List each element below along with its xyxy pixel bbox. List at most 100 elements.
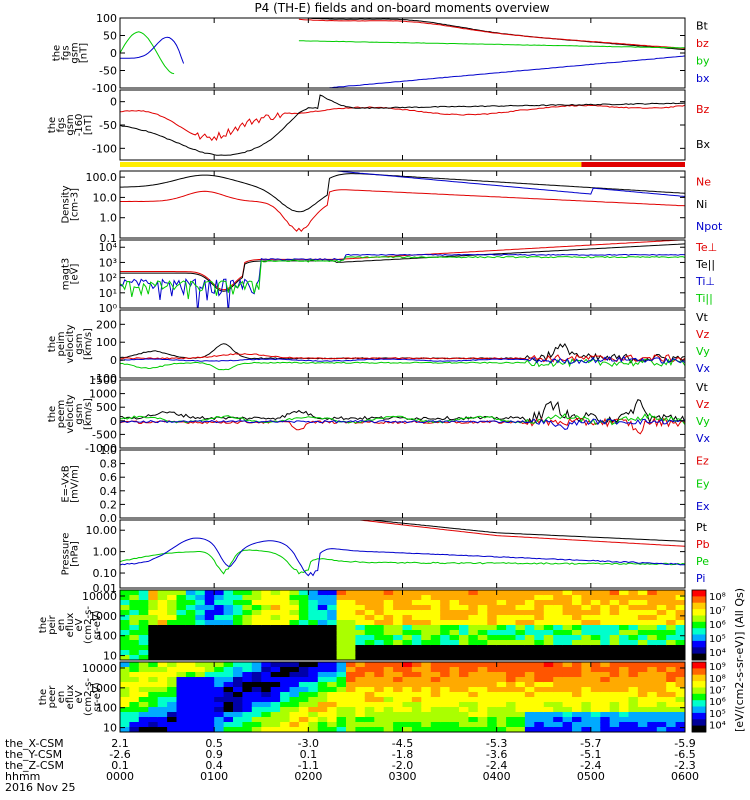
spectrogram-cell bbox=[148, 702, 159, 708]
spectrogram-cell bbox=[656, 662, 667, 668]
plot-area-5 bbox=[120, 342, 685, 371]
spectrogram-cell bbox=[440, 687, 451, 693]
spectrogram-cell bbox=[487, 620, 498, 626]
spectrogram-cell bbox=[148, 640, 159, 646]
spectrogram-cell bbox=[637, 702, 648, 708]
y-axis-label-line: gsm bbox=[65, 114, 76, 135]
series-line-Bx bbox=[120, 94, 685, 156]
x-axis-value: -4.5 bbox=[392, 737, 413, 750]
spectrogram-cell bbox=[289, 650, 300, 656]
spectrogram-cell bbox=[129, 722, 140, 728]
spectrogram-cell bbox=[666, 712, 677, 718]
spectrogram-cell bbox=[223, 677, 234, 683]
spectrogram-cell bbox=[637, 667, 648, 673]
spectrogram-cell bbox=[374, 692, 385, 698]
x-axis-value: -2.0 bbox=[392, 759, 413, 772]
spectrogram-cell bbox=[251, 712, 262, 718]
spectrogram-cell bbox=[477, 702, 488, 708]
legend-label: Pi bbox=[696, 572, 705, 585]
spectrogram-cell bbox=[637, 717, 648, 723]
y-tick-label: 500 bbox=[96, 401, 117, 414]
spectrogram-cell bbox=[440, 640, 451, 646]
spectrogram-cell bbox=[289, 697, 300, 703]
spectrogram-cell bbox=[195, 590, 206, 596]
spectrogram-cell bbox=[195, 645, 206, 651]
spectrogram-cell bbox=[534, 677, 545, 683]
spectrogram-cell bbox=[619, 605, 630, 611]
spectrogram-cell bbox=[289, 727, 300, 732]
spectrogram-cell bbox=[666, 672, 677, 678]
spectrogram-cell bbox=[120, 650, 130, 656]
spectrogram-cell bbox=[270, 672, 281, 678]
spectrogram-cell bbox=[289, 662, 300, 668]
spectrogram-cell bbox=[167, 697, 178, 703]
spectrogram-cell bbox=[581, 702, 592, 708]
y-axis-label-line: the bbox=[38, 617, 49, 633]
spectrogram-cell bbox=[468, 682, 479, 688]
spectrogram-cell bbox=[280, 687, 291, 693]
spectrogram-cell bbox=[346, 655, 356, 660]
spectrogram-cell bbox=[402, 717, 413, 723]
legend-label: Pb bbox=[696, 538, 710, 551]
legend-label: bz bbox=[696, 37, 709, 50]
spectrogram-cell bbox=[148, 590, 159, 596]
spectrogram-cell bbox=[355, 722, 366, 728]
spectrogram-cell bbox=[619, 610, 630, 616]
spectrogram-cell bbox=[600, 712, 611, 718]
y-tick-label: 0 bbox=[110, 96, 117, 109]
spectrogram-cell bbox=[261, 595, 272, 601]
spectrogram-cell bbox=[477, 620, 488, 626]
spectrogram-cell bbox=[637, 682, 648, 688]
spectrogram-cell bbox=[459, 645, 469, 651]
spectrogram-cell bbox=[477, 640, 488, 646]
spectrogram-cell bbox=[204, 615, 215, 621]
spectrogram-cell bbox=[204, 605, 215, 611]
spectrogram-cell bbox=[553, 687, 564, 693]
spectrogram-cell bbox=[487, 625, 498, 631]
spectrogram-cell bbox=[666, 655, 677, 660]
y-tick-label: -1000 bbox=[85, 442, 117, 455]
spectrogram-cell bbox=[656, 712, 667, 718]
spectrogram-cell bbox=[459, 717, 469, 723]
legend-label: by bbox=[696, 54, 710, 67]
spectrogram-cell bbox=[176, 667, 187, 673]
spectrogram-cell bbox=[157, 722, 168, 728]
spectrogram-cell bbox=[148, 672, 159, 678]
y-axis-label-line: the bbox=[47, 117, 58, 133]
spectrogram-cell bbox=[600, 635, 611, 641]
spectrogram-cell bbox=[656, 640, 667, 646]
spectrogram-cell bbox=[402, 682, 413, 688]
spectrogram-cell bbox=[298, 605, 309, 611]
spectrogram-cell bbox=[553, 640, 564, 646]
spectrogram-cell bbox=[590, 625, 601, 631]
spectrogram-cell bbox=[233, 712, 243, 718]
spectrogram-cell bbox=[138, 620, 149, 626]
spectrogram-cell bbox=[280, 630, 291, 636]
spectrogram-cell bbox=[204, 727, 215, 732]
y-tick-label: 10 bbox=[103, 722, 117, 735]
y-tick-label: 10.0 bbox=[93, 191, 118, 204]
spectrogram-cell bbox=[157, 650, 168, 656]
spectrogram-cell bbox=[666, 697, 677, 703]
y-axis-label-line: [cm-3] bbox=[70, 188, 81, 221]
spectrogram-cell bbox=[148, 697, 159, 703]
spectrogram-cell bbox=[195, 667, 206, 673]
spectrogram-cell bbox=[628, 610, 639, 616]
spectrogram-cell bbox=[421, 717, 432, 723]
y-tick-label: 1000 bbox=[89, 682, 117, 695]
spectrogram-cell bbox=[129, 707, 140, 713]
spectrogram-cell bbox=[411, 620, 422, 626]
legend-label: Te⊥ bbox=[695, 241, 717, 254]
spectrogram-cell bbox=[289, 672, 300, 678]
spectrogram-cell bbox=[223, 717, 234, 723]
spectrogram-cell bbox=[355, 672, 366, 678]
spectrogram-cell bbox=[167, 677, 178, 683]
x-axis-value: 0100 bbox=[200, 770, 228, 783]
colorbar-tick-label: 10⁸ bbox=[709, 674, 726, 685]
x-axis-value: 0200 bbox=[294, 770, 322, 783]
spectrogram-cell bbox=[581, 717, 592, 723]
y-tick-label: 10¹ bbox=[99, 287, 117, 300]
legend-label: Vt bbox=[696, 311, 709, 324]
spectrogram-cell bbox=[355, 687, 366, 693]
spectrogram-cell bbox=[233, 635, 243, 641]
